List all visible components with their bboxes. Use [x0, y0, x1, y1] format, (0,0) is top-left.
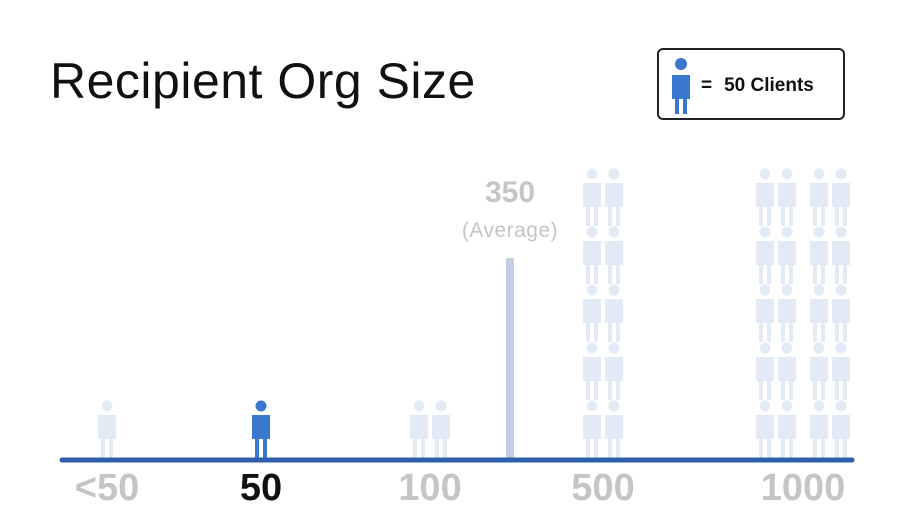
person-icon [810, 400, 828, 458]
category-label: 1000 [761, 467, 846, 509]
category-label: 100 [398, 467, 461, 509]
person-icon [583, 226, 601, 284]
person-icon [252, 400, 270, 458]
person-icon [832, 226, 850, 284]
legend: = 50 Clients [657, 48, 845, 120]
person-icon [778, 168, 796, 226]
person-icon [605, 342, 623, 400]
person-icon [605, 168, 623, 226]
person-icon [605, 226, 623, 284]
person-icon [672, 58, 690, 114]
person-icon [832, 168, 850, 226]
person-icon [605, 284, 623, 342]
category-label: 50 [240, 467, 282, 509]
person-icon [432, 400, 450, 458]
person-icon [810, 226, 828, 284]
person-icon [778, 226, 796, 284]
person-icon [605, 400, 623, 458]
person-icon [583, 168, 601, 226]
person-icon [832, 400, 850, 458]
person-icon [778, 342, 796, 400]
person-icon [756, 168, 774, 226]
person-icon [583, 284, 601, 342]
person-icon [756, 226, 774, 284]
person-icon [583, 342, 601, 400]
person-icon [756, 342, 774, 400]
person-icon [810, 168, 828, 226]
person-icon [756, 400, 774, 458]
chart-title: Recipient Org Size [50, 53, 476, 109]
category-label: 500 [571, 467, 634, 509]
person-icon [832, 342, 850, 400]
person-icon [810, 284, 828, 342]
person-icon [410, 400, 428, 458]
person-icon [778, 284, 796, 342]
average-value: 350 [485, 176, 535, 209]
person-icon [810, 342, 828, 400]
average-line [506, 258, 514, 460]
person-icon [98, 400, 116, 458]
legend-equals: = [701, 75, 713, 96]
category-label: <50 [75, 467, 139, 509]
person-icon [756, 284, 774, 342]
person-icon [832, 284, 850, 342]
average-label: (Average) [462, 219, 558, 242]
person-icon [583, 400, 601, 458]
person-icon [778, 400, 796, 458]
legend-text: 50 Clients [724, 75, 814, 96]
